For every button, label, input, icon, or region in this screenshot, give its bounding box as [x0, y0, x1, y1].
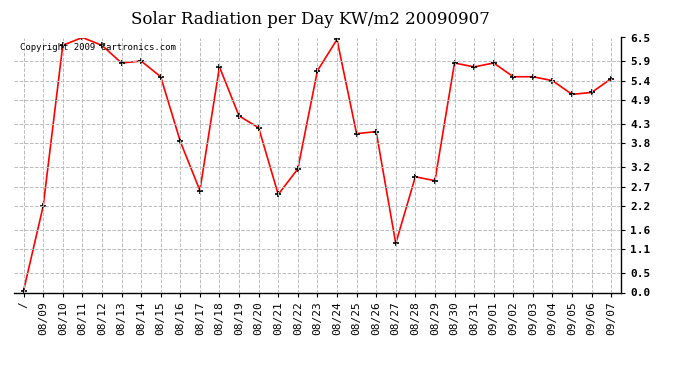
Text: Copyright 2009 Cartronics.com: Copyright 2009 Cartronics.com: [20, 43, 176, 52]
Text: Solar Radiation per Day KW/m2 20090907: Solar Radiation per Day KW/m2 20090907: [131, 11, 490, 28]
